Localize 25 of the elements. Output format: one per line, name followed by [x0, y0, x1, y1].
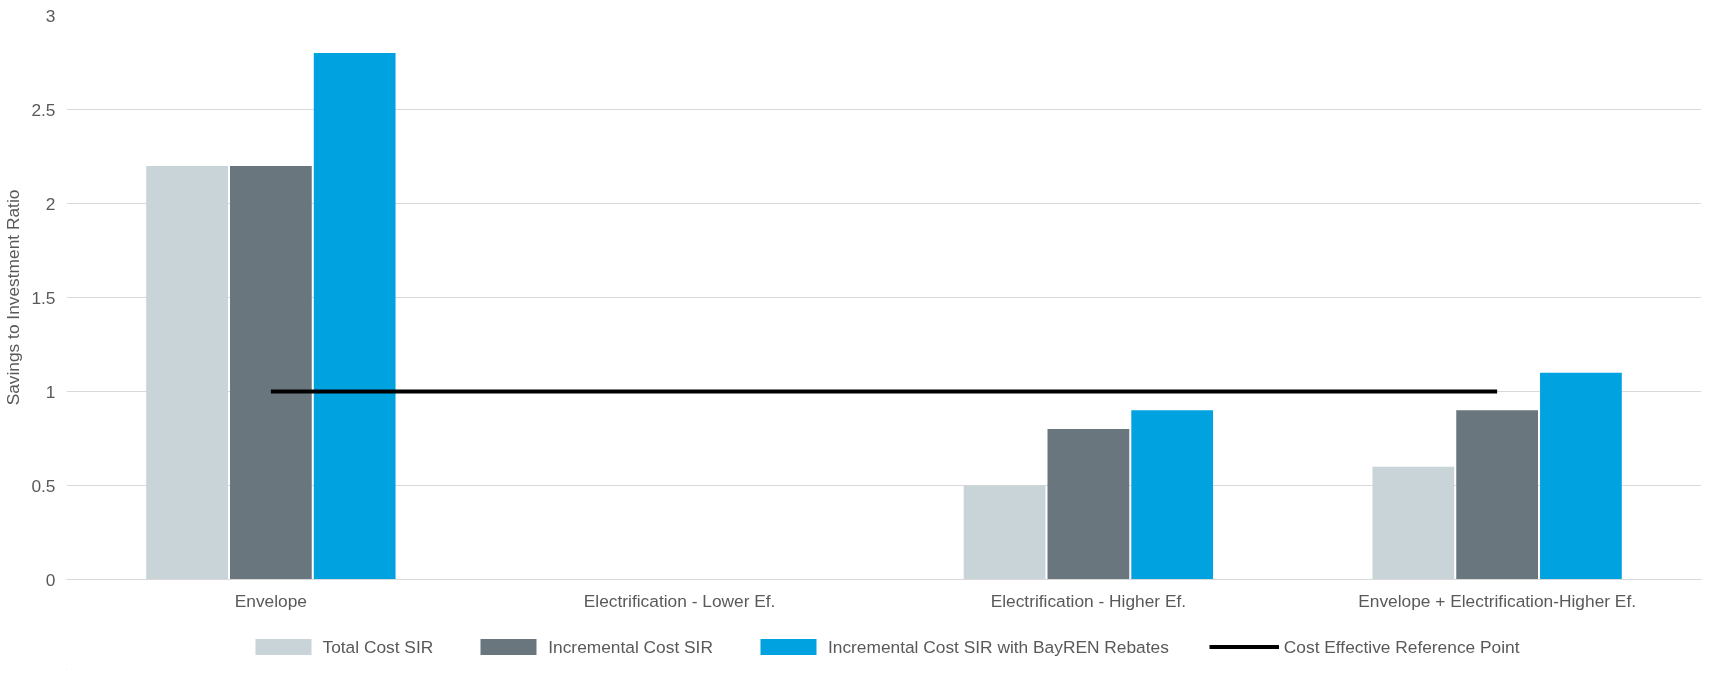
bar — [963, 485, 1046, 580]
bar — [146, 165, 228, 580]
x-tick-label: Electrification - Lower Ef. — [583, 590, 776, 611]
x-tick-label: Envelope — [234, 590, 308, 611]
y-tick-label: 1 — [45, 381, 56, 402]
y-tick-label: 1.5 — [31, 287, 56, 308]
bar — [1047, 429, 1130, 580]
bar — [1372, 466, 1455, 580]
x-tick-label: Electrification - Higher Ef. — [990, 590, 1187, 611]
bar — [313, 53, 396, 580]
legend-label: Incremental Cost SIR — [548, 636, 713, 657]
bar — [1540, 372, 1622, 580]
y-tick-label: 3 — [45, 5, 56, 26]
legend-label: Cost Effective Reference Point — [1283, 636, 1520, 657]
x-tick-label: Envelope + Electrification-Higher Ef. — [1358, 590, 1637, 611]
y-tick-label: 0 — [45, 569, 56, 590]
y-tick-label: 2.5 — [31, 99, 56, 120]
bar — [230, 165, 312, 580]
legend-label: Total Cost SIR — [322, 636, 434, 657]
legend-label: Incremental Cost SIR with BayREN Rebates — [827, 636, 1169, 657]
bar — [1456, 410, 1538, 580]
y-tick-label: 0.5 — [31, 475, 56, 496]
y-tick-label: 2 — [45, 193, 56, 214]
y-axis-title: Savings to Investment Ratio — [3, 189, 24, 406]
bar — [1131, 410, 1214, 580]
